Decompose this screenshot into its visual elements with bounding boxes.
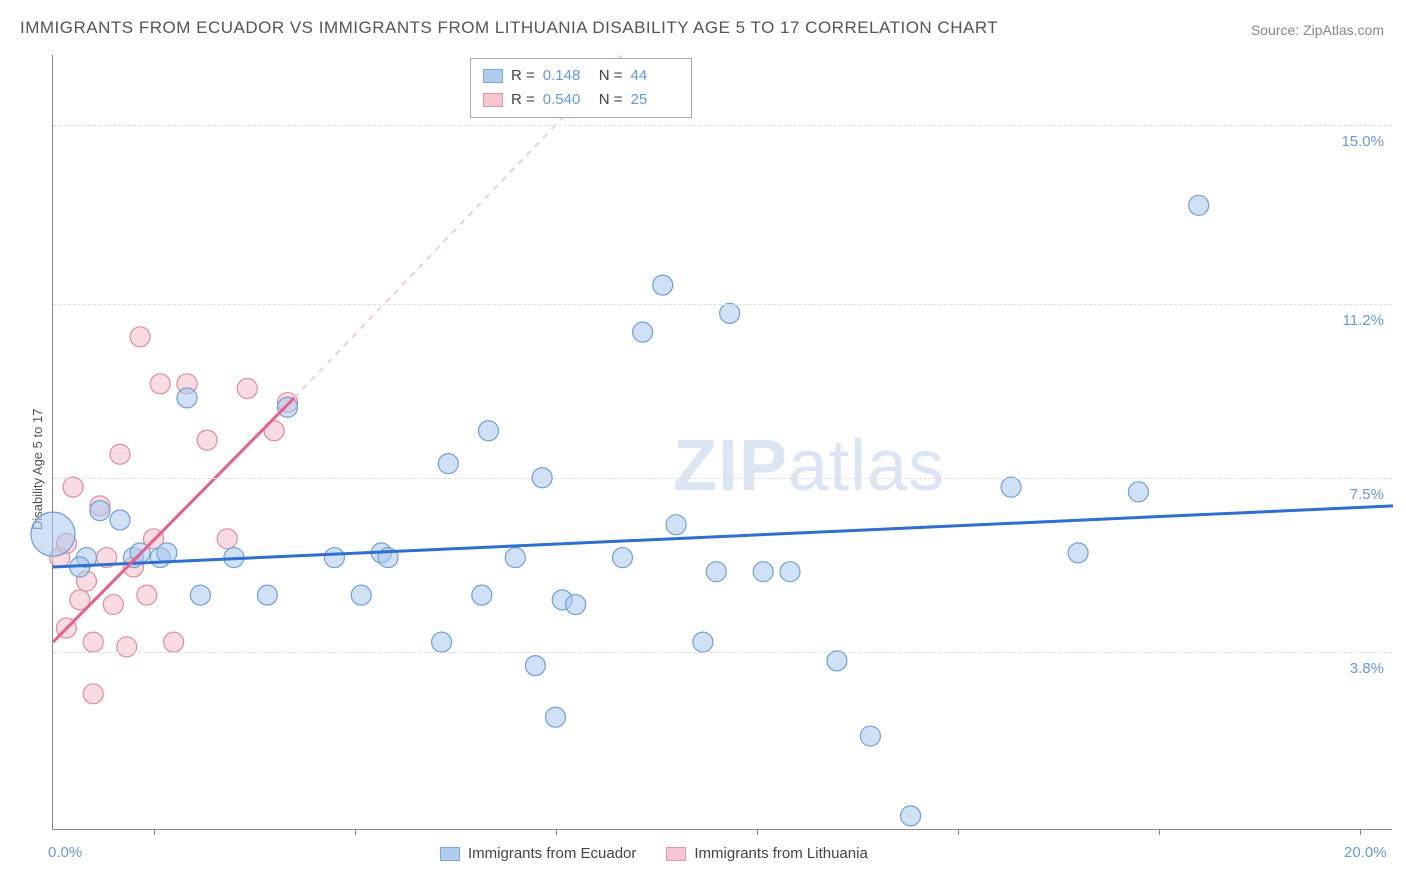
x-tick [556, 829, 557, 835]
swatch-lithuania [483, 93, 503, 107]
swatch-ecuador [483, 69, 503, 83]
legend-series: Immigrants from Ecuador Immigrants from … [440, 845, 868, 862]
y-tick-label: 7.5% [1350, 486, 1384, 503]
plot-area: ZIPatlas 15.0%11.2%7.5%3.8% [52, 55, 1392, 830]
gridline [53, 125, 1392, 126]
legend-item-lithuania: Immigrants from Lithuania [666, 845, 867, 862]
gridline [53, 478, 1392, 479]
x-tick [154, 829, 155, 835]
x-range-label: 20.0% [1344, 844, 1387, 861]
swatch-ecuador [440, 847, 460, 861]
legend-row-ecuador: R = 0.148 N = 44 [483, 64, 679, 88]
x-tick [958, 829, 959, 835]
x-tick [355, 829, 356, 835]
y-axis-label: Disability Age 5 to 17 [30, 409, 45, 530]
x-tick [1360, 829, 1361, 835]
y-tick-label: 3.8% [1350, 660, 1384, 677]
legend-correlation: R = 0.148 N = 44 R = 0.540 N = 25 [470, 58, 692, 118]
legend-label: Immigrants from Ecuador [468, 845, 636, 862]
swatch-lithuania [666, 847, 686, 861]
x-range-label: 0.0% [48, 844, 82, 861]
legend-label: Immigrants from Lithuania [694, 845, 867, 862]
legend-item-ecuador: Immigrants from Ecuador [440, 845, 636, 862]
chart-svg [53, 55, 1392, 829]
correlation-chart: IMMIGRANTS FROM ECUADOR VS IMMIGRANTS FR… [0, 0, 1406, 892]
y-tick-label: 11.2% [1343, 312, 1384, 329]
gridline [53, 652, 1392, 653]
source-label: Source: ZipAtlas.com [1251, 22, 1384, 38]
x-tick [1159, 829, 1160, 835]
gridline [53, 304, 1392, 305]
legend-row-lithuania: R = 0.540 N = 25 [483, 88, 679, 112]
x-tick [757, 829, 758, 835]
y-tick-label: 15.0% [1341, 133, 1384, 150]
chart-title: IMMIGRANTS FROM ECUADOR VS IMMIGRANTS FR… [20, 18, 998, 38]
